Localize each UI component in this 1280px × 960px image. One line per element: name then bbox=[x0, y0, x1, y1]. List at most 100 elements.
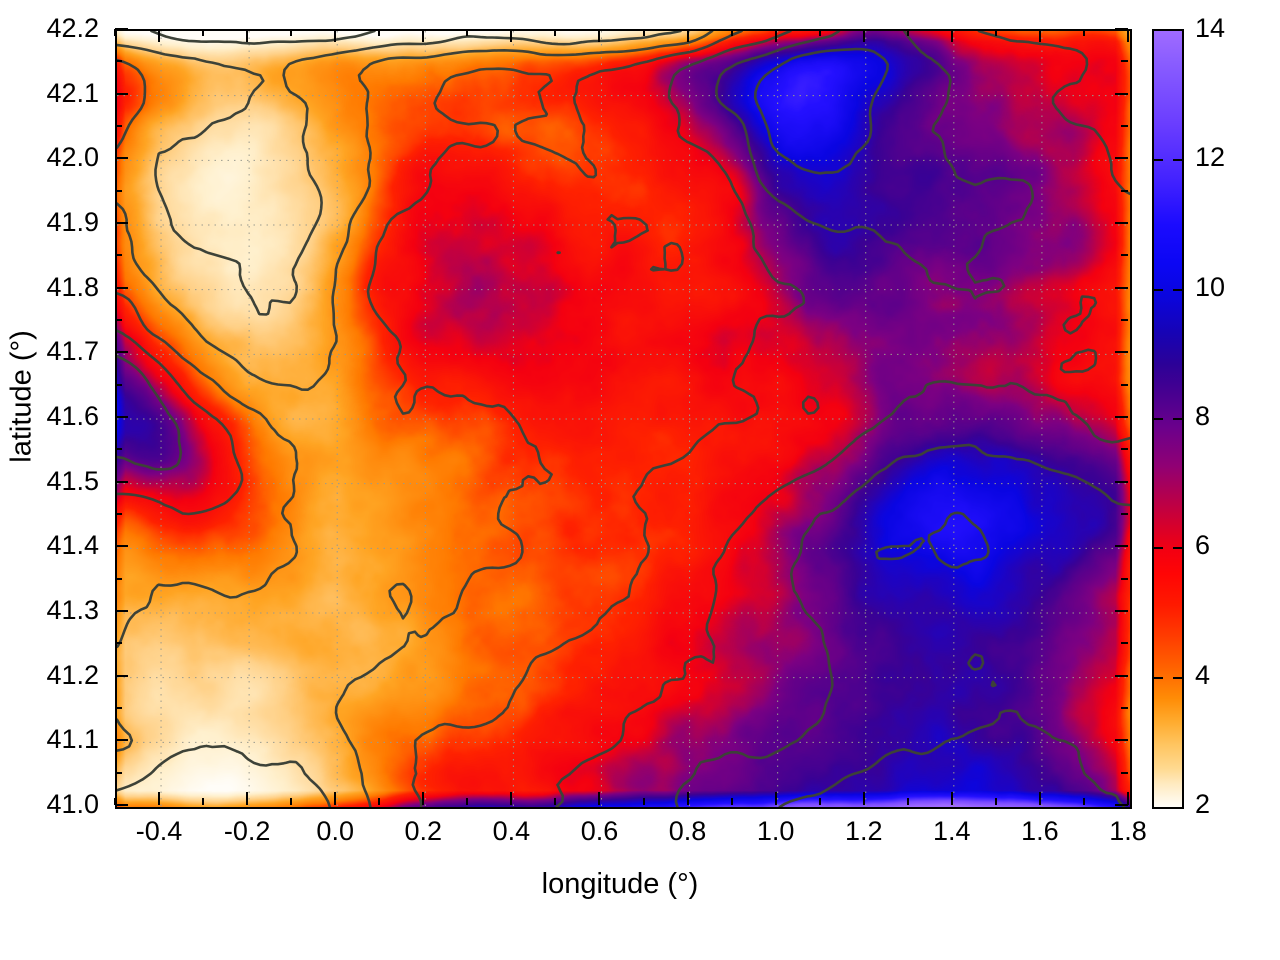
y-tick-major-left bbox=[115, 674, 128, 677]
colorbar-tick-label: 10 bbox=[1195, 271, 1226, 302]
y-tick-minor-right bbox=[1121, 383, 1128, 386]
contour-lines bbox=[117, 31, 1130, 807]
y-tick-minor-right bbox=[1121, 448, 1128, 451]
x-tick-minor-bottom bbox=[114, 798, 116, 805]
y-tick-major-left bbox=[115, 545, 128, 548]
x-tick-minor-bottom bbox=[906, 798, 909, 805]
y-tick-major-left bbox=[115, 351, 128, 354]
y-tick-minor-left bbox=[115, 383, 122, 386]
x-tick-label: 0.6 bbox=[580, 816, 619, 846]
y-tick-major-right bbox=[1115, 545, 1128, 548]
y-tick-minor-right bbox=[1121, 60, 1128, 63]
colorbar-tick-label: 12 bbox=[1195, 142, 1226, 173]
y-tick-label: 41.1 bbox=[46, 724, 99, 755]
x-tick-minor-top bbox=[818, 29, 821, 36]
x-axis-title: longitude (°) bbox=[541, 868, 699, 900]
x-tick-minor-top bbox=[730, 29, 733, 36]
y-tick-major-left bbox=[115, 480, 128, 483]
x-tick-minor-top bbox=[554, 29, 557, 36]
x-tick-major-top bbox=[862, 29, 865, 42]
x-tick-minor-bottom bbox=[378, 798, 381, 805]
x-tick-major-bottom bbox=[774, 792, 777, 805]
x-tick-label: -0.2 bbox=[223, 816, 271, 846]
x-tick-major-top bbox=[598, 29, 601, 42]
x-tick-major-bottom bbox=[598, 792, 601, 805]
x-tick-major-bottom bbox=[950, 792, 953, 805]
y-tick-major-right bbox=[1115, 157, 1128, 160]
x-tick-major-bottom bbox=[422, 792, 425, 805]
x-tick-label: 1.2 bbox=[844, 816, 883, 846]
colorbar-tick-mark-left bbox=[1154, 418, 1163, 420]
y-tick-minor-left bbox=[115, 448, 122, 451]
y-tick-major-left bbox=[115, 416, 128, 418]
y-tick-minor-right bbox=[1121, 319, 1128, 321]
x-tick-label: 1.8 bbox=[1109, 816, 1147, 846]
y-tick-label: 41.9 bbox=[46, 207, 99, 237]
colorbar-tick-label: 8 bbox=[1195, 401, 1211, 431]
y-tick-minor-right bbox=[1121, 125, 1128, 127]
x-tick-major-bottom bbox=[862, 792, 865, 805]
x-tick-major-top bbox=[334, 29, 337, 42]
x-tick-label: 1.4 bbox=[933, 816, 971, 846]
colorbar-tick-mark-left bbox=[1154, 676, 1163, 679]
y-tick-major-right bbox=[1115, 222, 1128, 224]
x-tick-major-top bbox=[774, 29, 777, 42]
y-tick-minor-right bbox=[1121, 254, 1128, 257]
y-tick-major-left bbox=[115, 28, 128, 30]
x-tick-minor-top bbox=[1082, 29, 1085, 36]
y-tick-label: 41.7 bbox=[46, 336, 99, 367]
y-tick-major-left bbox=[115, 92, 128, 95]
y-tick-minor-left bbox=[115, 513, 122, 515]
x-tick-major-top bbox=[686, 29, 689, 42]
y-tick-major-left bbox=[115, 610, 128, 612]
x-tick-minor-top bbox=[378, 29, 381, 36]
heatmap-canvas bbox=[117, 31, 1130, 807]
y-tick-minor-right bbox=[1121, 707, 1128, 709]
x-tick-minor-bottom bbox=[202, 798, 205, 805]
x-tick-minor-top bbox=[466, 29, 469, 36]
y-tick-minor-left bbox=[115, 707, 122, 709]
x-tick-major-top bbox=[246, 29, 249, 42]
colorbar-tick-label: 14 bbox=[1195, 13, 1226, 43]
x-tick-minor-bottom bbox=[554, 798, 557, 805]
y-tick-minor-right bbox=[1121, 513, 1128, 515]
x-tick-minor-bottom bbox=[1082, 798, 1085, 805]
x-tick-minor-bottom bbox=[642, 798, 645, 805]
x-tick-major-top bbox=[422, 29, 425, 42]
y-axis-title: latitude (°) bbox=[5, 330, 38, 463]
x-tick-minor-bottom bbox=[466, 798, 469, 805]
y-tick-minor-right bbox=[1121, 189, 1128, 192]
y-tick-major-right bbox=[1115, 286, 1128, 289]
y-tick-label: 42.2 bbox=[46, 13, 99, 43]
colorbar-tick-label: 2 bbox=[1195, 789, 1211, 819]
x-tick-major-bottom bbox=[1038, 792, 1041, 805]
x-tick-major-top bbox=[1127, 29, 1129, 42]
y-tick-minor-left bbox=[115, 642, 122, 645]
y-tick-label: 41.4 bbox=[46, 530, 99, 561]
x-tick-label: 0.4 bbox=[492, 816, 531, 846]
y-tick-minor-left bbox=[115, 771, 122, 774]
y-tick-major-left bbox=[115, 739, 128, 742]
x-tick-label: 0.0 bbox=[316, 816, 354, 846]
colorbar-tick-mark-right bbox=[1173, 547, 1182, 550]
x-tick-major-top bbox=[158, 29, 161, 42]
colorbar-tick-mark-right bbox=[1173, 418, 1182, 420]
x-tick-major-bottom bbox=[1127, 792, 1129, 805]
colorbar-tick-mark-left bbox=[1154, 547, 1163, 550]
colorbar-tick-mark-right bbox=[1173, 159, 1182, 162]
y-tick-minor-right bbox=[1121, 577, 1128, 580]
contour-layer bbox=[117, 31, 1130, 807]
y-tick-minor-left bbox=[115, 125, 122, 127]
x-tick-minor-top bbox=[114, 29, 116, 36]
x-tick-major-top bbox=[950, 29, 953, 42]
y-tick-major-right bbox=[1115, 674, 1128, 677]
x-tick-major-bottom bbox=[246, 792, 249, 805]
x-tick-minor-bottom bbox=[290, 798, 293, 805]
y-tick-major-right bbox=[1115, 610, 1128, 612]
y-tick-label: 41.5 bbox=[46, 465, 99, 496]
x-tick-major-top bbox=[1038, 29, 1041, 42]
y-tick-major-left bbox=[115, 157, 128, 160]
plot-area bbox=[115, 29, 1132, 809]
y-tick-major-right bbox=[1115, 28, 1128, 30]
